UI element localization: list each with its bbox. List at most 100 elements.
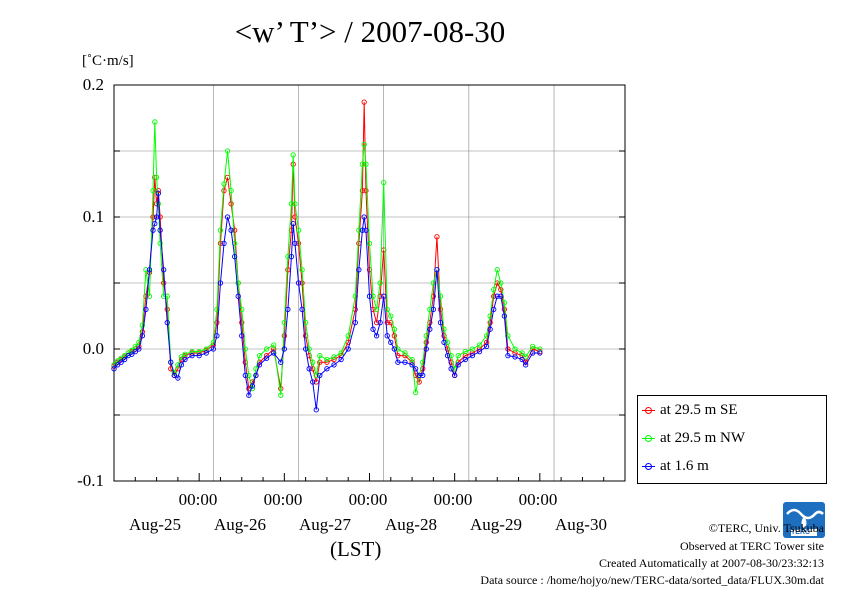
data-point	[512, 346, 518, 352]
legend-marker-icon	[645, 435, 652, 442]
data-point	[178, 354, 185, 360]
data-point	[175, 375, 181, 381]
data-point	[469, 346, 476, 352]
data-point	[246, 392, 252, 398]
data-point	[476, 342, 483, 348]
data-point	[370, 326, 376, 332]
data-point	[409, 362, 415, 368]
data-point	[232, 227, 238, 233]
series-line-0	[113, 102, 541, 391]
data-point	[281, 333, 287, 339]
logo-text: TERC	[791, 529, 811, 536]
data-point	[235, 293, 241, 299]
data-point	[232, 253, 238, 260]
data-point	[317, 352, 323, 359]
source-text: Data source : /home/hojyo/new/TERC-data/…	[480, 573, 824, 587]
data-point	[288, 253, 295, 260]
data-point	[239, 319, 245, 326]
data-point	[331, 362, 337, 368]
chart-title: <w’ T’> / 2007-08-30	[234, 14, 506, 49]
data-point	[306, 346, 312, 352]
data-point	[412, 366, 419, 372]
data-point	[522, 362, 529, 368]
data-point	[522, 354, 529, 360]
data-point	[317, 359, 323, 365]
data-point	[331, 354, 337, 360]
data-point	[377, 319, 383, 326]
data-point	[530, 350, 536, 356]
data-point	[487, 326, 493, 332]
data-point	[278, 392, 284, 398]
data-point	[136, 346, 142, 352]
legend-label: at 29.5 m NW	[660, 430, 745, 446]
data-point	[370, 293, 376, 299]
data-point	[118, 359, 124, 365]
data-point	[519, 350, 525, 356]
x-day-label: Aug-26	[214, 515, 266, 534]
data-point	[313, 372, 319, 379]
data-point	[164, 306, 170, 313]
data-point	[423, 346, 429, 352]
terc-logo-icon	[783, 502, 825, 538]
x-day-label: Aug-25	[129, 515, 181, 534]
data-point	[434, 234, 440, 240]
data-point	[434, 267, 440, 273]
data-point	[152, 220, 158, 227]
data-point	[519, 356, 525, 363]
data-point	[416, 372, 422, 379]
data-point	[391, 346, 397, 352]
data-point	[441, 339, 447, 346]
data-point	[491, 293, 497, 299]
data-point	[111, 366, 117, 372]
data-point	[491, 306, 497, 313]
data-point	[239, 333, 245, 339]
data-point	[437, 319, 444, 326]
data-point	[299, 280, 305, 286]
data-point	[317, 372, 323, 379]
created-text: Created Automatically at 2007-08-30/23:3…	[599, 556, 824, 570]
data-point	[224, 148, 231, 154]
data-point	[381, 293, 387, 299]
data-point	[423, 339, 429, 346]
data-point	[290, 220, 296, 227]
data-point	[292, 240, 298, 247]
data-point	[352, 319, 358, 326]
data-point	[132, 343, 138, 350]
data-point	[152, 119, 158, 125]
data-point	[271, 350, 277, 356]
x-time-tick: 00:00	[433, 490, 473, 509]
data-point	[498, 280, 504, 286]
data-point	[221, 181, 227, 187]
data-point	[157, 240, 163, 247]
data-point	[214, 333, 220, 339]
data-point	[256, 362, 263, 368]
data-point	[150, 214, 156, 220]
series-line-2	[113, 193, 540, 410]
data-point	[448, 352, 454, 359]
data-point	[114, 362, 121, 368]
data-point	[196, 352, 202, 359]
x-day-label: Aug-29	[470, 515, 522, 534]
data-point	[361, 214, 367, 220]
data-point	[249, 383, 256, 389]
data-point	[143, 306, 149, 313]
data-point	[161, 267, 167, 273]
data-point	[292, 201, 298, 207]
data-point	[437, 306, 444, 313]
data-point	[469, 352, 476, 359]
data-point	[359, 161, 366, 167]
data-point	[295, 240, 302, 247]
data-point	[530, 343, 536, 350]
data-point	[338, 356, 344, 363]
data-point	[217, 227, 224, 233]
data-point	[285, 306, 291, 313]
x-day-label: Aug-27	[299, 515, 351, 534]
data-point	[430, 306, 437, 313]
data-point	[263, 355, 270, 361]
data-point	[210, 346, 217, 352]
data-point	[310, 359, 316, 365]
data-point	[537, 350, 543, 356]
data-point	[363, 187, 369, 194]
data-point	[242, 372, 248, 379]
data-point	[302, 346, 309, 352]
